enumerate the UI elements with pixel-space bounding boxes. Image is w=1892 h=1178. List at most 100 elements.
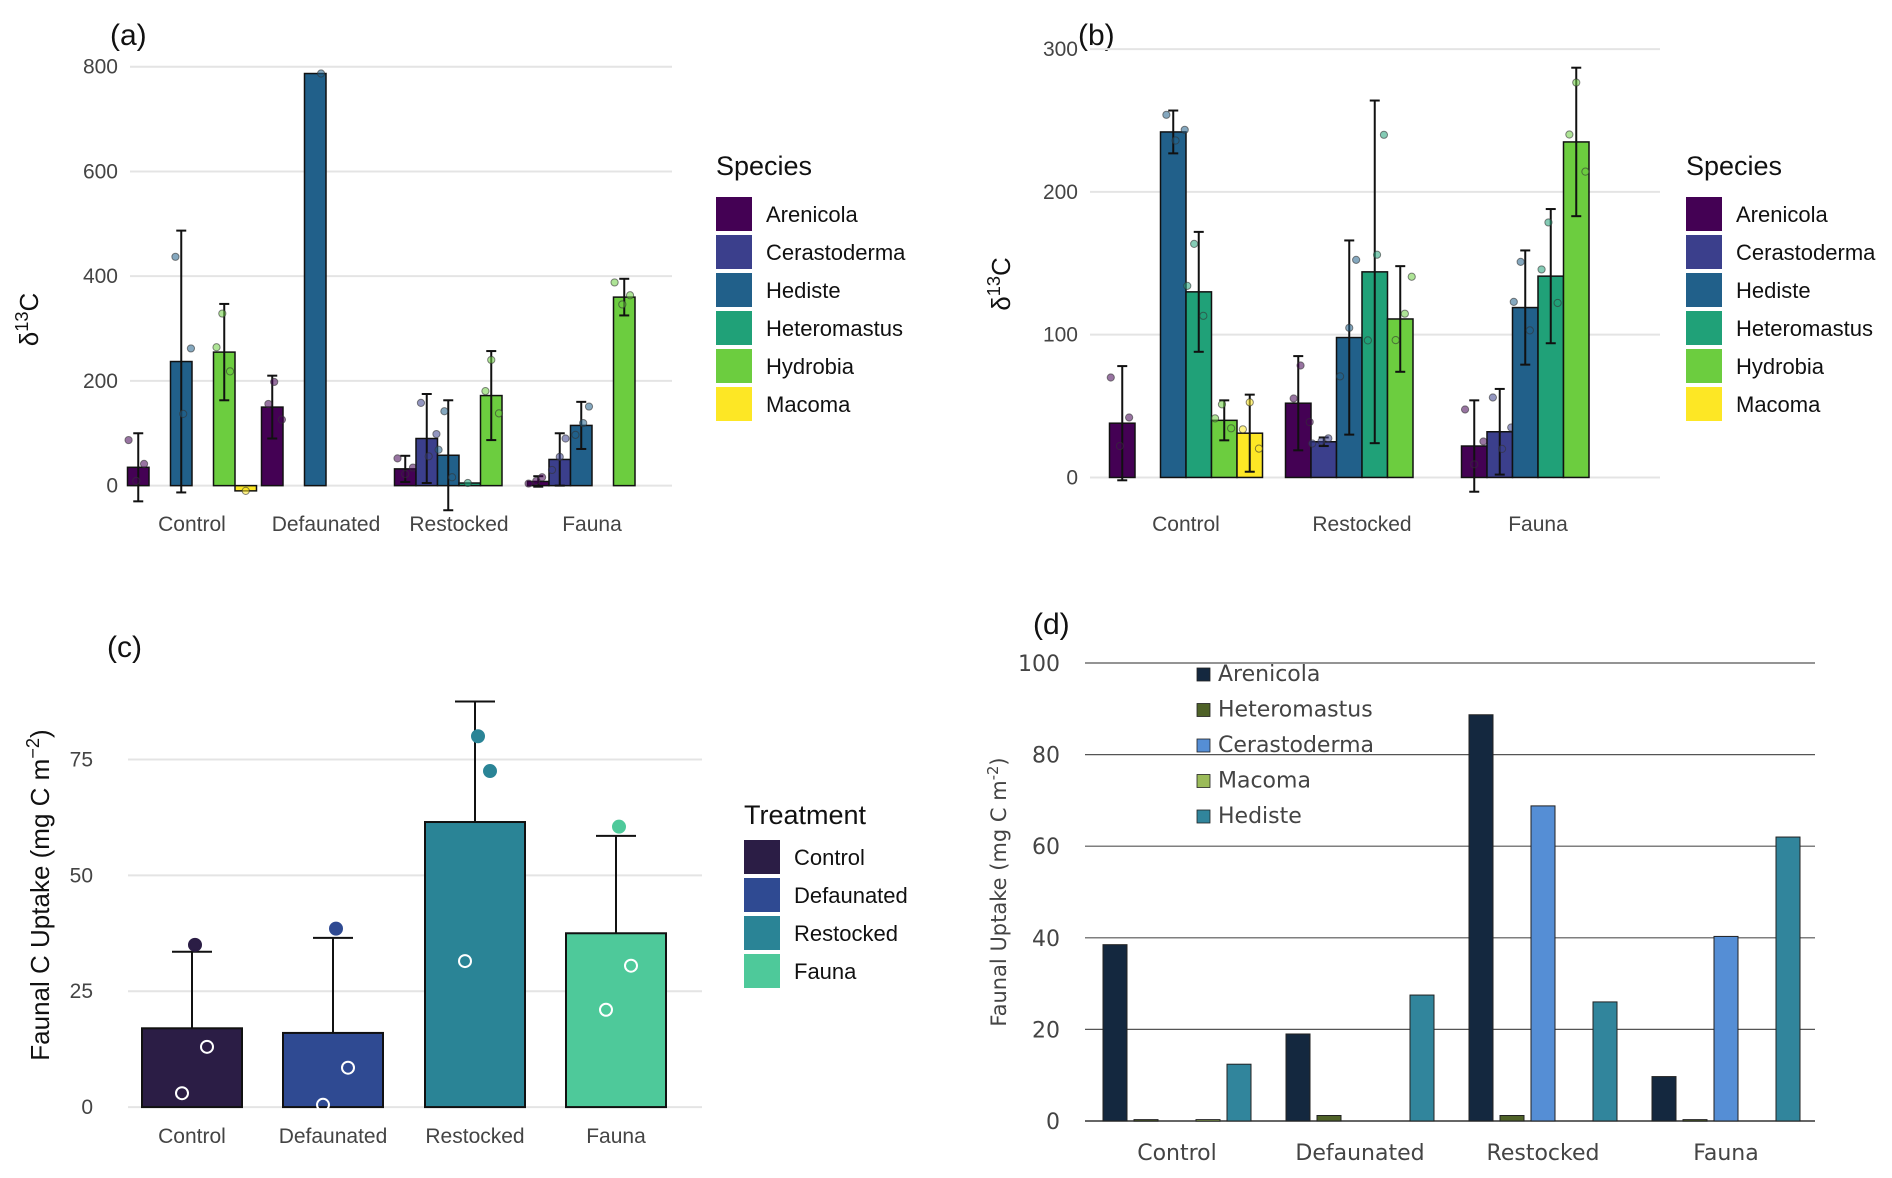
data-point <box>341 1060 355 1075</box>
y-axis-label: Faunal C Uptake (mg C m−2) <box>23 729 55 1060</box>
data-point <box>1335 372 1345 381</box>
y-tick-label: 800 <box>83 56 118 79</box>
data-point <box>1324 434 1333 443</box>
bar-hediste <box>1409 994 1435 1122</box>
data-point <box>186 344 196 353</box>
data-point <box>1317 437 1326 446</box>
panel-c: (c) 0 25 50 75 Faunal C Uptake (mg C m−2) Cont… <box>23 631 908 1148</box>
data-point <box>1296 361 1305 370</box>
data-point <box>416 398 426 407</box>
data-point <box>175 1086 189 1101</box>
legend-item: Arenicola <box>1736 202 1828 227</box>
data-point <box>1289 394 1298 403</box>
y-tick-label: 40 <box>1032 927 1060 952</box>
bar-hediste <box>1226 1063 1252 1122</box>
legend-item: Hydrobia <box>1736 354 1825 379</box>
x-tick-label: Control <box>1137 1141 1217 1166</box>
bar-cerastoderma <box>1713 935 1739 1122</box>
data-point <box>579 418 588 428</box>
y-tick-label: 0 <box>106 475 118 498</box>
data-point <box>612 819 626 834</box>
data-point <box>458 954 472 969</box>
data-point <box>1238 425 1247 434</box>
data-point <box>188 937 202 952</box>
data-point <box>547 465 557 475</box>
data-point <box>471 729 485 744</box>
bar-cerastoderma <box>1310 441 1338 479</box>
data-point <box>1379 130 1389 139</box>
data-point <box>494 409 504 418</box>
data-point <box>481 387 490 396</box>
data-point <box>1372 250 1382 259</box>
bar-arenicola <box>1102 944 1128 1122</box>
data-point <box>1544 218 1553 227</box>
x-tick-label: Restocked <box>1312 513 1411 536</box>
legend-item: Macoma <box>1736 392 1821 417</box>
legend-item: Restocked <box>794 921 898 946</box>
data-point <box>483 764 497 779</box>
data-point <box>538 473 547 482</box>
data-point <box>1115 441 1125 451</box>
y-tick-label: 100 <box>1043 324 1078 347</box>
data-point <box>532 476 541 486</box>
data-point <box>1245 398 1254 407</box>
y-tick-label: 20 <box>1032 1018 1060 1043</box>
y-tick-label: 0 <box>1066 466 1078 489</box>
data-point <box>124 435 133 445</box>
legend-item: Macoma <box>766 392 851 417</box>
bar-hediste <box>303 72 327 487</box>
data-point <box>487 355 496 365</box>
data-point <box>225 367 235 376</box>
data-point <box>1565 130 1574 139</box>
x-tick-label: Defaunated <box>272 513 381 536</box>
y-tick-label: 25 <box>70 980 93 1003</box>
data-point <box>1199 311 1208 320</box>
data-point <box>625 291 635 300</box>
legend-swatch <box>716 197 752 231</box>
legend-item: Cerastoderma <box>1218 733 1374 758</box>
data-point <box>179 409 188 418</box>
panel-b: (b) 0 100 200 300 δ13C Control Restocked Fauna Sp… <box>984 19 1876 536</box>
legend-title: Species <box>1686 151 1782 181</box>
legend-item: Hediste <box>1736 278 1811 303</box>
legend-swatch <box>716 349 752 383</box>
bar-hediste <box>1159 131 1187 479</box>
legend-swatch <box>744 916 780 950</box>
data-point <box>1572 78 1581 87</box>
data-point <box>571 430 580 439</box>
data-point <box>1352 255 1361 264</box>
x-tick-label: Fauna <box>1508 513 1568 536</box>
legend-swatch <box>744 840 780 874</box>
y-tick-label: 600 <box>83 160 118 183</box>
legend-item: Control <box>794 845 865 870</box>
data-point <box>132 476 141 486</box>
x-tick-label: Restocked <box>409 513 508 536</box>
data-point <box>1363 336 1372 345</box>
y-tick-label: 50 <box>70 864 93 887</box>
panel-label: (b) <box>1078 19 1115 52</box>
data-point <box>316 1097 330 1112</box>
y-tick-label: 100 <box>1018 652 1060 677</box>
bar-heteromastus <box>1537 275 1565 479</box>
bar-arenicola <box>1468 714 1494 1122</box>
data-point <box>424 452 433 461</box>
data-point <box>599 1002 613 1017</box>
data-point <box>1171 136 1180 145</box>
legend-item: Heteromastus <box>766 316 903 341</box>
data-point <box>432 429 441 439</box>
legend-item: Arenicola <box>1218 662 1320 687</box>
x-tick-label: Control <box>158 1125 226 1148</box>
legend-swatch <box>1196 667 1211 682</box>
y-tick-label: 200 <box>1043 181 1078 204</box>
x-tick-label: Defaunated <box>279 1125 388 1148</box>
data-point <box>1400 309 1409 318</box>
data-point <box>584 402 594 411</box>
legend-item: Fauna <box>794 959 857 984</box>
bar-heteromastus <box>1682 1119 1708 1122</box>
legend-item: Hediste <box>1218 804 1302 829</box>
data-point <box>1509 297 1518 306</box>
bar-heteromastus <box>1499 1115 1525 1122</box>
data-point <box>440 407 449 416</box>
data-point <box>1183 281 1192 290</box>
data-point <box>1125 413 1134 422</box>
